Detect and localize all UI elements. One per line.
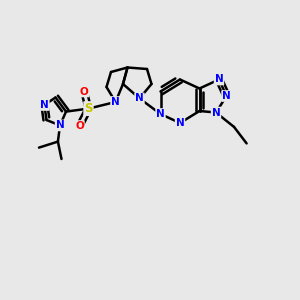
Text: O: O — [75, 121, 84, 131]
Text: O: O — [80, 86, 88, 97]
Text: N: N — [212, 107, 220, 118]
Text: N: N — [176, 118, 184, 128]
Text: N: N — [56, 120, 64, 130]
Text: N: N — [135, 93, 144, 103]
Text: N: N — [222, 91, 231, 101]
Text: S: S — [84, 102, 93, 115]
Text: N: N — [40, 100, 49, 110]
Text: N: N — [111, 97, 120, 107]
Text: N: N — [156, 109, 165, 119]
Text: N: N — [214, 74, 224, 85]
